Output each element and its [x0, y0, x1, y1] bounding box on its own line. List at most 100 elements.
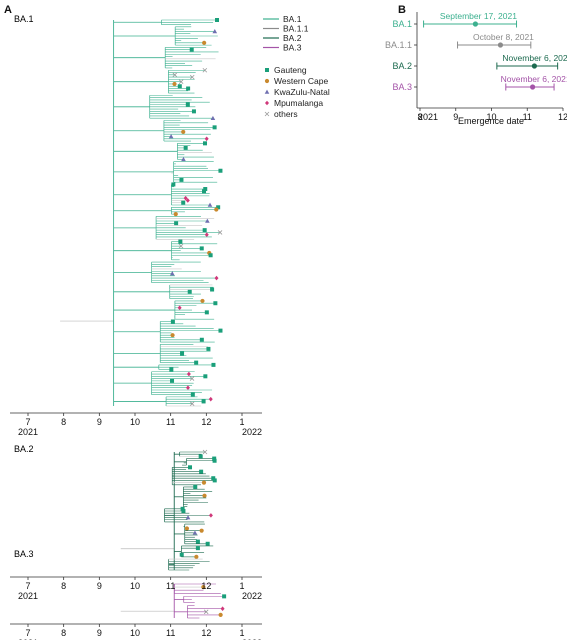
others-marker-stroke [172, 72, 178, 78]
gauteng-marker [208, 253, 213, 258]
gauteng-marker [203, 141, 208, 146]
tick-label: 11 [166, 581, 175, 591]
tick-label: 12 [201, 417, 211, 427]
mpumalanga-marker [208, 396, 213, 402]
gauteng-marker [218, 168, 223, 173]
others-marker [203, 609, 209, 615]
tick-label: 1 [239, 417, 244, 427]
gauteng-marker [212, 458, 217, 463]
legend-label: KwaZulu-Natal [274, 87, 330, 97]
gauteng-marker [187, 289, 192, 294]
x-tick-label: 9 [453, 112, 458, 122]
gauteng-marker [189, 47, 194, 52]
gauteng-marker [215, 18, 220, 22]
legend-label: others [274, 109, 298, 119]
gauteng-marker [190, 392, 195, 397]
gauteng-marker [212, 125, 217, 130]
tick-label: 7 [25, 417, 30, 427]
tick-label: 10 [130, 581, 140, 591]
gauteng-marker [181, 200, 186, 205]
others-marker [189, 74, 195, 80]
gauteng-marker [202, 228, 207, 233]
western-cape-marker [201, 584, 206, 590]
others-marker [264, 111, 270, 117]
emergence-point [530, 84, 536, 90]
kwazulu-natal-marker [192, 530, 198, 535]
others-marker [189, 376, 195, 381]
kwazulu-natal-marker [264, 89, 270, 94]
gauteng-marker [199, 246, 204, 251]
gauteng-marker [216, 205, 221, 210]
tick-label: 1 [239, 628, 244, 638]
tick-label: 8 [61, 628, 66, 638]
tree-ba1 [60, 18, 223, 407]
tick-label: 10 [130, 417, 140, 427]
gauteng-marker [222, 594, 227, 599]
x-tick-label: 12 [558, 112, 567, 122]
lineage-label: BA.1.1 [385, 40, 412, 50]
mpumalanga-marker [265, 100, 269, 106]
tree-ba2-label: BA.2 [14, 444, 34, 454]
mpumalanga-marker [186, 371, 191, 377]
tick-label: 10 [130, 628, 140, 638]
gauteng-marker [195, 539, 200, 544]
legend-label: BA.2 [283, 33, 302, 43]
legend-label: Gauteng [274, 65, 307, 75]
mpumalanga-marker [185, 198, 190, 203]
western-cape-marker [194, 554, 199, 559]
gauteng-marker [185, 102, 190, 107]
x-tick-label: 10 [486, 112, 496, 122]
panel-a-letter: A [4, 4, 12, 16]
others-marker-stroke [202, 449, 208, 455]
tick-label: 7 [25, 628, 30, 638]
date-annotation: November 6, 2021 [501, 74, 567, 84]
gauteng-marker [178, 239, 183, 244]
mpumalanga-marker [183, 195, 188, 201]
others-marker [217, 230, 223, 235]
gauteng-marker [180, 506, 185, 511]
gauteng-marker [210, 287, 215, 292]
date-annotation: October 8, 2021 [473, 32, 534, 42]
gauteng-marker [206, 346, 211, 351]
kwazulu-natal-marker [169, 271, 175, 276]
lineage-label: BA.1 [392, 19, 412, 29]
gauteng-marker [218, 328, 223, 333]
legend-label: BA.3 [283, 43, 302, 53]
mpumalanga-marker [208, 513, 213, 518]
gauteng-marker [213, 301, 218, 306]
tick-label: 1 [239, 581, 244, 591]
others-marker-stroke [202, 67, 208, 73]
gauteng-marker [191, 109, 196, 114]
gauteng-marker [193, 484, 198, 489]
kwazulu-natal-marker [210, 115, 216, 121]
panel-b-xlabel: Emergence date [458, 116, 524, 126]
year-label-2021: 2021 [18, 591, 38, 601]
others-marker [202, 449, 208, 455]
phylogenetic-trees [60, 18, 227, 619]
others-marker [189, 401, 195, 406]
tick-label: 12 [201, 628, 211, 638]
time-axis-3: 7 8 9 10 11 12 1 2021 2022 [10, 623, 262, 640]
mpumalanga-marker [220, 606, 225, 612]
gauteng-marker [201, 399, 206, 404]
panel-b-year-label: 2021 [418, 112, 438, 122]
mpumalanga-marker [177, 305, 182, 311]
others-marker [202, 67, 208, 73]
year-label-2021: 2021 [18, 427, 38, 437]
gauteng-marker [203, 374, 208, 379]
gauteng-marker [180, 351, 185, 356]
time-axes: 7 8 9 10 11 12 1 2021 2022 7 8 9 10 11 12 1 2021 2022 7 8 9 1… [10, 412, 262, 640]
western-cape-marker [184, 526, 190, 531]
tree-ba1-label: BA.1 [14, 14, 34, 24]
tick-label: 12 [201, 581, 211, 591]
tick-label: 9 [97, 417, 102, 427]
gauteng-marker [212, 456, 217, 461]
tick-label: 9 [97, 581, 102, 591]
gauteng-marker [174, 221, 179, 226]
tick-label: 11 [166, 628, 175, 638]
others-marker-stroke [189, 401, 195, 406]
kwazulu-natal-marker [207, 202, 213, 207]
western-cape-marker [202, 40, 207, 45]
gauteng-marker [211, 362, 216, 367]
